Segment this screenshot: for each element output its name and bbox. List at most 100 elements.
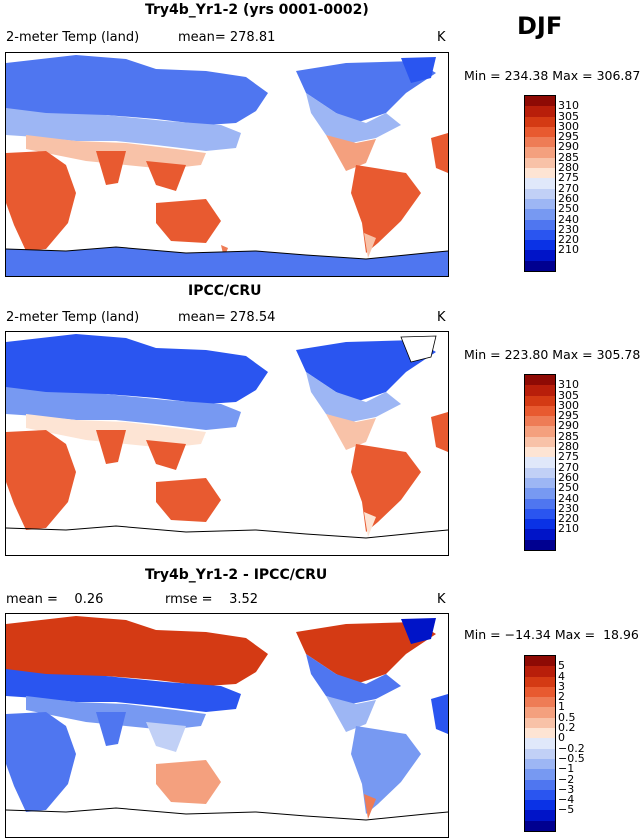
colorbar-swatch [524, 116, 556, 127]
map2-namerica-south [326, 414, 376, 450]
map2-samerica [351, 444, 421, 532]
colorbar-tick-label: 285 [558, 429, 579, 443]
colorbar-swatch [524, 676, 556, 687]
colorbar-tick-label: 300 [558, 398, 579, 412]
colorbar-tick-label: 295 [558, 130, 579, 144]
map2-svg [6, 334, 448, 539]
colorbar-tick-label: 240 [558, 212, 579, 226]
map3-seasia [146, 722, 186, 752]
map2-australia [156, 478, 221, 522]
map1-greenland [401, 57, 436, 83]
colorbar-swatch [524, 447, 556, 458]
panel2-variable-label: 2-meter Temp (land) [6, 310, 140, 325]
map3-eurasia-mid [6, 669, 241, 712]
panel2-colorbar: 310 305 300 295 290 285 280 275 270 260 250 240 230 2… [524, 374, 604, 551]
colorbar-swatch [524, 769, 556, 780]
colorbar-swatch [524, 508, 556, 520]
colorbar-swatch [524, 178, 556, 189]
map1-eurasia-mid [6, 108, 241, 151]
map2-namerica-mid [306, 372, 401, 422]
colorbar-swatch [524, 168, 556, 179]
colorbar-tick-label: 290 [558, 419, 579, 433]
colorbar-tick-label: 310 [558, 378, 579, 392]
map3-greenland [401, 618, 436, 644]
map1-namerica-north [296, 61, 436, 123]
colorbar-swatch [524, 800, 556, 811]
colorbar-swatch [524, 498, 556, 509]
panel1-minmax: Min = 234.38 Max = 306.87 [464, 68, 641, 83]
colorbar-swatch [524, 728, 556, 739]
colorbar-tick-label: 220 [558, 512, 579, 526]
map1-namerica-mid [306, 93, 401, 143]
colorbar-swatch [524, 467, 556, 478]
map3-namerica-north [296, 622, 436, 684]
colorbar-tick-label: −5 [558, 803, 575, 817]
colorbar-tick-label: −0.5 [558, 751, 585, 765]
panel1-colorbar: 310 305 300 295 290 285 280 275 270 260 250 240 230 2… [524, 95, 604, 272]
colorbar-tick-label: 3 [558, 679, 565, 693]
colorbar-swatch [524, 250, 556, 261]
colorbar-swatch [524, 488, 556, 499]
colorbar-tick-label: 295 [558, 409, 579, 423]
panel2-minmax: Min = 223.80 Max = 305.78 [464, 347, 641, 362]
colorbar-swatch [524, 686, 556, 698]
colorbar-swatch [524, 779, 556, 790]
colorbar-tick-label: −0.2 [558, 741, 585, 755]
colorbar-tick-label: −4 [558, 793, 575, 807]
map2-eurasia-mid [6, 387, 241, 430]
colorbar-tick-label: 5 [558, 659, 565, 673]
colorbar-swatch [524, 789, 556, 801]
colorbar-swatch [524, 219, 556, 230]
colorbar-swatch [524, 157, 556, 169]
colorbar-tick-label: −1 [558, 762, 575, 776]
colorbar-tick-label: 305 [558, 109, 579, 123]
map1-svg [6, 55, 448, 276]
map3-namerica-mid [306, 654, 401, 704]
panel2-mean-label: mean= 278.54 [178, 310, 276, 325]
colorbar-swatch [524, 198, 556, 210]
map3-west-africa-right [431, 694, 448, 734]
panel1-title: Try4b_Yr1-2 (yrs 0001-0002) [145, 2, 369, 18]
panel1-mean-label: mean= 278.81 [178, 30, 276, 45]
colorbar-swatch [524, 738, 556, 749]
map3-eurasia-north [6, 616, 268, 686]
colorbar-tick-label: 1 [558, 700, 565, 714]
colorbar-swatch [524, 707, 556, 718]
colorbar-tick-label: 250 [558, 481, 579, 495]
panel3-colorbar: 5 4 3 2 1 0.5 0.2 0 −0.2 −0.5 −1 −2 −3 −4 −5 [524, 655, 604, 832]
colorbar-tick-label: 2 [558, 690, 565, 704]
colorbar-swatch [524, 416, 556, 427]
map1-africa [6, 151, 76, 251]
panel2-units: K [437, 310, 446, 325]
colorbar-swatch [524, 240, 556, 251]
colorbar-tick-label: 240 [558, 491, 579, 505]
map3-samerica-tip [364, 794, 376, 819]
colorbar-swatch [524, 96, 556, 107]
season-label: DJF [517, 12, 563, 40]
colorbar-swatch [524, 106, 556, 117]
colorbar-tick-label: 290 [558, 140, 579, 154]
colorbar-swatch [524, 656, 556, 667]
colorbar-swatch [524, 229, 556, 241]
panel3-units: K [437, 592, 446, 607]
map3-namerica-south [326, 696, 376, 732]
panel1-map [5, 52, 449, 277]
map3-africa [6, 712, 76, 812]
colorbar-swatch [524, 666, 556, 677]
panel3-map [5, 613, 449, 838]
colorbar-tick-label: 4 [558, 669, 565, 683]
colorbar-swatch [524, 375, 556, 386]
map1-india [96, 151, 126, 185]
colorbar-tick-label: 285 [558, 150, 579, 164]
colorbar-tick-label: 0 [558, 731, 565, 745]
colorbar-tick-label: 260 [558, 470, 579, 484]
colorbar-tick-label: 250 [558, 202, 579, 216]
colorbar-tick-label: 300 [558, 119, 579, 133]
panel3-rmse-label: rmse = 3.52 [165, 592, 259, 607]
colorbar-tick-label: −2 [558, 772, 575, 786]
panel3-title: Try4b_Yr1-2 - IPCC/CRU [145, 567, 328, 583]
colorbar-swatch [524, 436, 556, 448]
map1-eurasia-north [6, 55, 268, 125]
colorbar-tick-label: 280 [558, 161, 579, 175]
colorbar-swatch [524, 810, 556, 821]
